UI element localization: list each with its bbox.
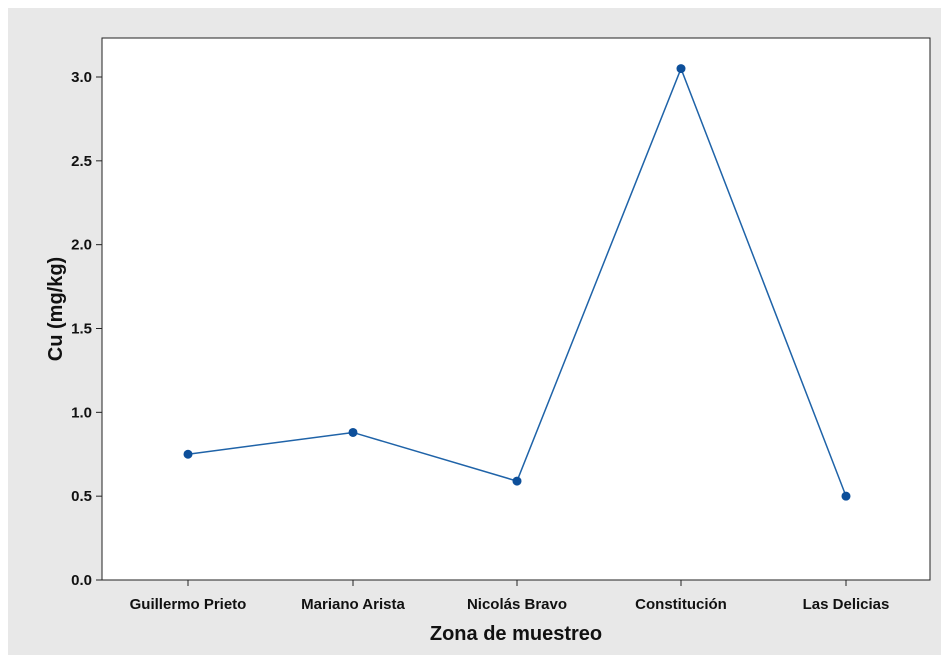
y-axis: 0.0 0.5 1.0 1.5 2.0 2.5 3.0 <box>71 69 102 589</box>
y-tick-label: 2.0 <box>71 237 92 254</box>
data-point <box>348 427 358 437</box>
x-tick-label: Nicolás Bravo <box>467 596 567 613</box>
y-axis-title: Cu (mg/kg) <box>45 257 67 361</box>
y-tick-label: 1.0 <box>71 404 92 421</box>
x-axis: Guillermo Prieto Mariano Arista Nicolás Br… <box>130 580 890 613</box>
x-tick-label: Las Delicias <box>803 596 890 613</box>
plot-area <box>101 37 931 581</box>
y-tick-label: 1.5 <box>71 321 92 338</box>
y-tick-label: 2.5 <box>71 153 92 170</box>
x-axis-title: Zona de muestreo <box>430 623 602 645</box>
data-point <box>676 64 686 74</box>
y-tick-label: 3.0 <box>71 69 92 86</box>
data-point <box>841 491 851 501</box>
data-point <box>512 476 522 486</box>
x-tick-label: Guillermo Prieto <box>130 596 247 613</box>
x-tick-label: Mariano Arista <box>301 596 405 613</box>
data-point <box>183 449 193 459</box>
y-tick-label: 0.0 <box>71 572 92 589</box>
y-tick-label: 0.5 <box>71 488 92 505</box>
x-tick-label: Constitución <box>635 596 727 613</box>
data-points <box>183 64 851 501</box>
